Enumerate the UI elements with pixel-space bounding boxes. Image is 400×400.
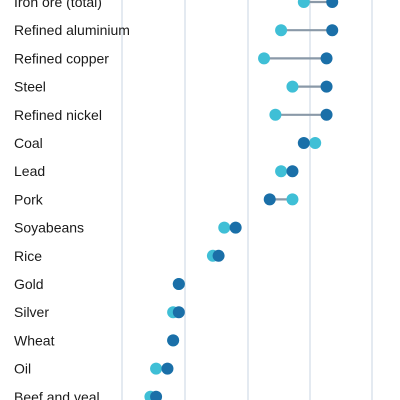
point-light-soyabeans bbox=[218, 221, 231, 234]
point-dark-lead bbox=[286, 165, 299, 178]
category-label-wheat: Wheat bbox=[14, 332, 55, 348]
category-label-soyabeans: Soyabeans bbox=[14, 220, 84, 236]
point-light-refined-aluminium bbox=[275, 24, 288, 37]
category-label-steel: Steel bbox=[14, 79, 46, 95]
point-dark-iron-ore-total bbox=[326, 0, 339, 8]
category-label-rice: Rice bbox=[14, 248, 42, 264]
point-light-refined-nickel bbox=[269, 108, 282, 121]
point-dark-rice bbox=[212, 249, 225, 262]
point-light-iron-ore-total bbox=[297, 0, 310, 8]
category-label-refined-copper: Refined copper bbox=[14, 50, 109, 66]
point-light-steel bbox=[286, 80, 299, 93]
category-label-refined-aluminium: Refined aluminium bbox=[14, 22, 130, 38]
point-dark-refined-aluminium bbox=[326, 24, 339, 37]
grid-lines bbox=[121, 0, 373, 400]
category-label-silver: Silver bbox=[14, 304, 49, 320]
point-dark-wheat bbox=[167, 334, 180, 347]
point-dark-steel bbox=[320, 80, 333, 93]
point-dark-soyabeans bbox=[229, 221, 242, 234]
point-dark-silver bbox=[172, 306, 185, 319]
point-dark-refined-copper bbox=[320, 52, 333, 65]
category-label-pork: Pork bbox=[14, 191, 44, 207]
point-light-oil bbox=[150, 362, 163, 375]
category-label-lead: Lead bbox=[14, 163, 45, 179]
point-light-lead bbox=[275, 165, 288, 178]
point-dark-oil bbox=[161, 362, 174, 375]
category-label-oil: Oil bbox=[14, 361, 31, 377]
category-label-iron-ore-total: Iron ore (total) bbox=[14, 0, 102, 10]
category-label-gold: Gold bbox=[14, 276, 44, 292]
point-dark-refined-nickel bbox=[320, 108, 333, 121]
category-label-refined-nickel: Refined nickel bbox=[14, 107, 102, 123]
point-dark-gold bbox=[172, 278, 185, 290]
category-label-coal: Coal bbox=[14, 135, 43, 151]
category-labels: Iron ore (total) Refined aluminium Refined… bbox=[14, 0, 130, 400]
point-light-refined-copper bbox=[258, 52, 271, 65]
data-points bbox=[144, 0, 339, 400]
category-label-beef-and-veal: Beef and veal bbox=[14, 389, 100, 400]
point-light-coal bbox=[309, 137, 322, 149]
point-dark-coal bbox=[297, 137, 310, 149]
point-dark-pork bbox=[263, 193, 276, 206]
point-light-pork bbox=[286, 193, 299, 206]
point-dark-beef-and-veal bbox=[150, 390, 163, 400]
